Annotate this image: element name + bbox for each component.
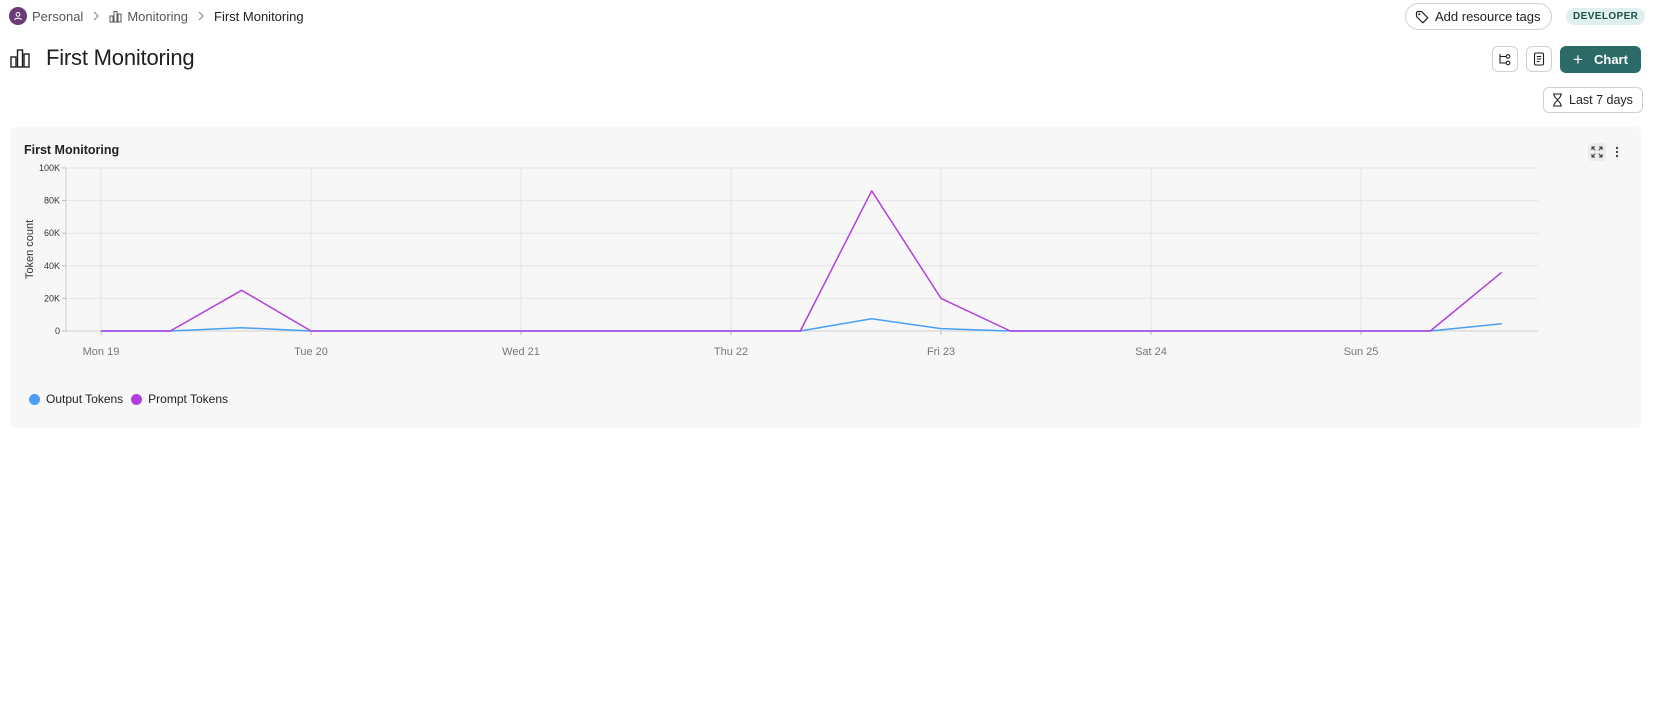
more-vertical-icon [1615, 146, 1619, 158]
add-chart-label: Chart [1593, 52, 1628, 67]
breadcrumb-label: Monitoring [127, 8, 189, 24]
x-tick-label: Sat 24 [1135, 346, 1167, 358]
chart-card-title: First Monitoring [24, 143, 120, 157]
y-tick-label: 60K [44, 228, 60, 238]
plus-icon: + [1573, 50, 1583, 69]
breadcrumb-current: First Monitoring [214, 9, 304, 24]
chevron-right-icon [92, 11, 100, 21]
legend-dot [131, 393, 143, 405]
breadcrumb-label: First Monitoring [214, 8, 304, 24]
breadcrumb-personal[interactable]: Personal [9, 7, 83, 25]
breadcrumb-label: Personal [32, 8, 84, 24]
add-chart-button[interactable]: + Chart [1560, 46, 1641, 73]
y-tick-label: 40K [44, 261, 60, 271]
hourglass-icon [1552, 93, 1563, 107]
page-title: First Monitoring [46, 45, 195, 70]
flow-icon [1498, 52, 1512, 66]
document-button[interactable] [1526, 46, 1552, 72]
legend-label: Prompt Tokens [148, 392, 228, 406]
role-badge: DEVELOPER [1566, 8, 1646, 25]
user-avatar-icon [9, 7, 27, 25]
legend-dot [29, 393, 40, 405]
legend-item-prompt-tokens[interactable]: Prompt Tokens [131, 392, 228, 406]
expand-button[interactable] [1588, 143, 1606, 161]
y-tick-label: 80K [44, 196, 60, 206]
x-tick-label: Fri 23 [927, 346, 955, 358]
expand-icon [1591, 146, 1603, 158]
more-options-button[interactable] [1608, 143, 1626, 161]
token-line-chart: 0 20K 40K 60K 80K 100K Mon 19 Tue 20 Wed 21 Thu 2… [24, 163, 1538, 358]
x-tick-label: Thu 22 [714, 346, 748, 358]
time-range-selector[interactable]: Last 7 days [1543, 87, 1643, 113]
x-tick-label: Wed 21 [502, 346, 540, 358]
y-tick-label: 0 [55, 326, 60, 336]
tag-icon [1415, 10, 1429, 24]
chart-legend: Output Tokens Prompt Tokens [29, 392, 236, 406]
x-tick-label: Mon 19 [83, 346, 120, 358]
legend-label: Output Tokens [46, 392, 124, 406]
flow-button[interactable] [1492, 46, 1518, 72]
bar-chart-icon [109, 10, 122, 23]
y-tick-label: 100K [39, 163, 60, 173]
y-axis-label: Token count [24, 220, 36, 279]
document-icon [1533, 52, 1545, 66]
x-tick-label: Sun 25 [1344, 346, 1379, 358]
add-resource-tags-label: Add resource tags [1435, 9, 1541, 24]
breadcrumb: Personal Monitoring First Monitoring [9, 6, 304, 26]
x-tick-label: Tue 20 [294, 346, 328, 358]
top-bar: Personal Monitoring First Monitoring Add… [0, 0, 1653, 32]
chart-card: First Monitoring 0 20K 40K 60K 80K 100K Mon 19… [10, 127, 1641, 428]
prompt-tokens-line [101, 190, 1503, 332]
legend-item-output-tokens[interactable]: Output Tokens [29, 392, 123, 406]
time-range-label: Last 7 days [1569, 93, 1633, 107]
add-resource-tags-button[interactable]: Add resource tags [1405, 3, 1552, 30]
chevron-right-icon [197, 11, 205, 21]
bar-chart-icon [10, 49, 30, 68]
y-tick-label: 20K [44, 293, 60, 303]
breadcrumb-monitoring[interactable]: Monitoring [109, 9, 188, 24]
